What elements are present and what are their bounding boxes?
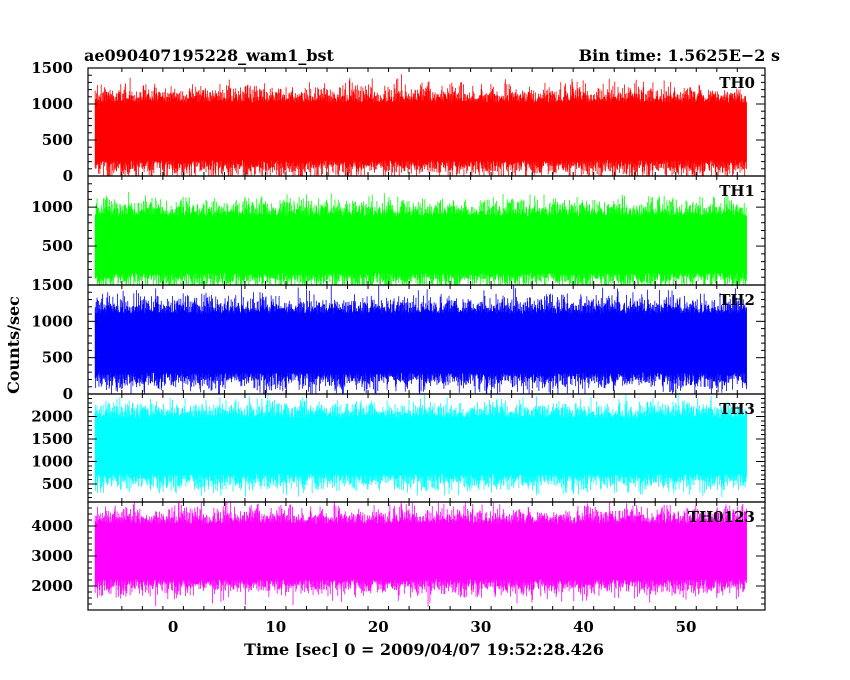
panel-th2: 0 500 1000 1500 TH2: [31, 276, 766, 403]
panel-th0: 0 500 1000 1500 TH0: [31, 59, 766, 185]
x-tick-label: 0: [168, 618, 178, 636]
x-tick-label: 20: [368, 618, 389, 636]
series-label: TH1: [719, 182, 755, 200]
series-band-th3: [94, 394, 747, 498]
panel-th0123: 2000 3000 4000 0 10 20 30 40 50 TH0123: [31, 501, 766, 636]
panel-th3: 500 1000 1500 2000 TH3: [31, 393, 766, 503]
series-band-th2: [94, 285, 747, 394]
x-tick-label: 50: [676, 618, 697, 636]
y-tick-label: 1000: [31, 312, 73, 330]
y-tick-label: 3000: [31, 547, 73, 565]
y-tick-label: 500: [42, 475, 73, 493]
x-tick-label: 40: [573, 618, 594, 636]
y-tick-label: 1500: [31, 430, 73, 448]
y-tick-label: 0: [63, 276, 73, 294]
panels: 050010001500TH005001000TH1050010001500TH…: [31, 59, 766, 636]
y-tick-label: 500: [42, 349, 73, 367]
y-tick-label: 1500: [31, 276, 73, 294]
figure-title: ae090407195228_wam1_bst: [84, 46, 335, 65]
y-tick-label: 0: [63, 385, 73, 403]
x-tick-label: 10: [265, 618, 286, 636]
y-tick-label: 1000: [31, 453, 73, 471]
series-label: TH0: [719, 74, 755, 92]
x-axis-label: Time [sec] 0 = 2009/04/07 19:52:28.426: [244, 640, 604, 659]
x-tick-label: 30: [470, 618, 491, 636]
bin-time-label: Bin time: 1.5625E−2 s: [579, 46, 780, 65]
y-tick-label: 1000: [31, 95, 73, 113]
y-tick-label: 1000: [31, 198, 73, 216]
series-label: TH0123: [688, 508, 755, 526]
y-tick-label: 500: [42, 131, 73, 149]
series-label: TH3: [719, 400, 755, 418]
y-tick-label: 4000: [31, 517, 73, 535]
y-tick-label: 500: [42, 237, 73, 255]
series-band-th0: [94, 74, 747, 176]
panel-th1: 0 500 1000 TH1: [31, 175, 766, 294]
y-tick-label: 2000: [31, 408, 73, 426]
series-label: TH2: [719, 291, 755, 309]
series-band-th1: [94, 191, 747, 285]
y-tick-label: 1500: [31, 59, 73, 77]
y-tick-label: 2000: [31, 577, 73, 595]
y-axis-label: Counts/sec: [4, 296, 23, 394]
y-tick-label: 0: [63, 167, 73, 185]
series-band-th0123: [94, 502, 747, 607]
